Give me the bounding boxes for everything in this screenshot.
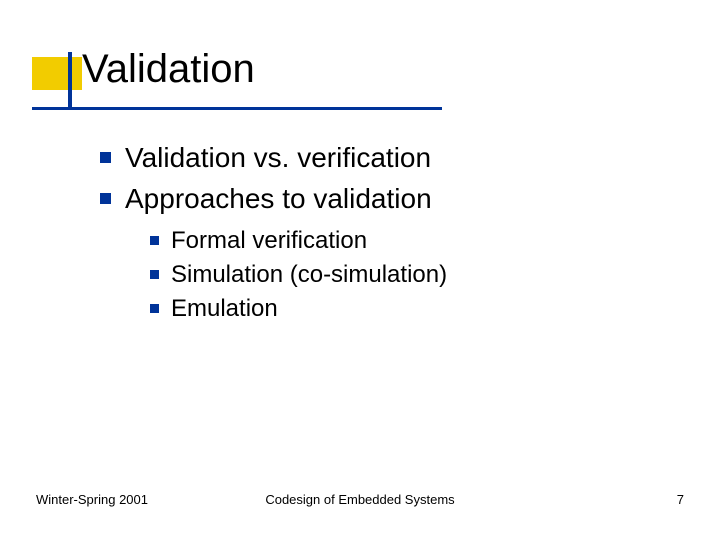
bullet-lvl2-group: Formal verification Simulation (co-simul… xyxy=(150,226,660,324)
title-accent-box xyxy=(32,57,82,90)
bullet-text: Emulation xyxy=(171,294,278,324)
footer-right: 7 xyxy=(677,492,684,507)
slide-title: Validation xyxy=(82,47,255,92)
bullet-text: Simulation (co-simulation) xyxy=(171,260,447,290)
square-bullet-icon xyxy=(150,270,159,279)
bullet-text: Formal verification xyxy=(171,226,367,256)
bullet-lvl2: Formal verification xyxy=(150,226,660,256)
slide-body: Validation vs. verification Approaches t… xyxy=(100,140,660,328)
bullet-lvl2: Simulation (co-simulation) xyxy=(150,260,660,290)
bullet-lvl1: Approaches to validation xyxy=(100,181,660,216)
square-bullet-icon xyxy=(100,152,111,163)
title-accent-vline xyxy=(68,52,72,110)
square-bullet-icon xyxy=(150,304,159,313)
slide-footer: Winter-Spring 2001 Codesign of Embedded … xyxy=(0,492,720,512)
bullet-lvl2: Emulation xyxy=(150,294,660,324)
bullet-text: Validation vs. verification xyxy=(125,140,431,175)
title-underline xyxy=(32,107,442,110)
square-bullet-icon xyxy=(150,236,159,245)
bullet-text: Approaches to validation xyxy=(125,181,432,216)
square-bullet-icon xyxy=(100,193,111,204)
footer-center: Codesign of Embedded Systems xyxy=(0,492,720,507)
slide: Validation Validation vs. verification A… xyxy=(0,0,720,540)
bullet-lvl1: Validation vs. verification xyxy=(100,140,660,175)
